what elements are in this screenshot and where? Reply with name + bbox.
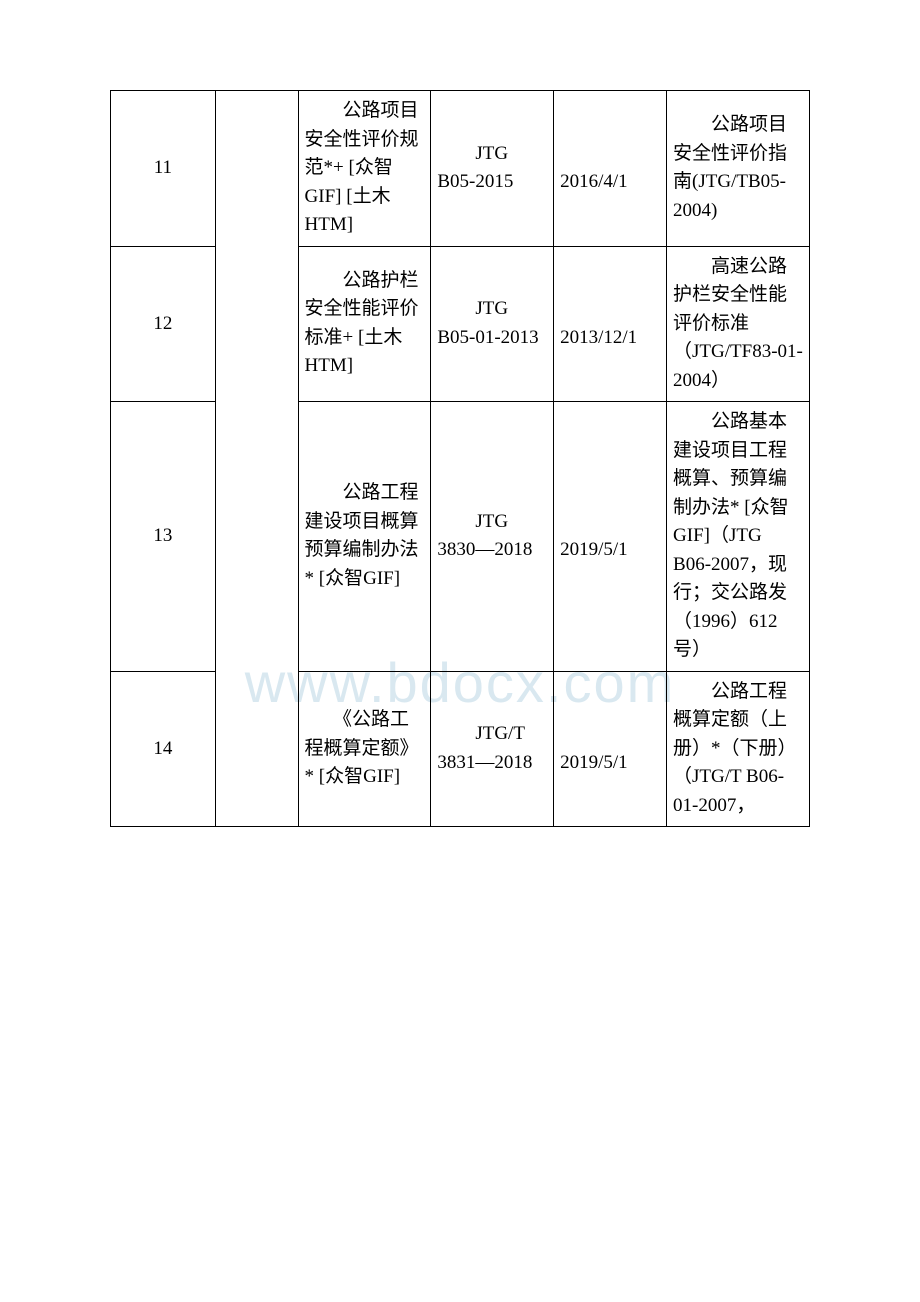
standard-note: 公路项目安全性评价指南(JTG/TB05-2004) [667,91,810,247]
standard-code: JTG/T 3831—2018 [431,671,554,827]
row-number: 13 [111,402,216,672]
table-row: 11 公路项目安全性评价规范*+ [众智 GIF] [土木HTM] JTG B0… [111,91,810,247]
empty-category-cell [215,91,298,827]
standard-note: 高速公路护栏安全性能评价标准（JTG/TF83-01-2004） [667,246,810,402]
standard-code: JTG B05-01-2013 [431,246,554,402]
standard-name: 《公路工程概算定额》* [众智GIF] [298,671,431,827]
standard-date: 2019/5/1 [554,671,667,827]
standard-code: JTG 3830—2018 [431,402,554,672]
standard-name: 公路工程建设项目概算预算编制办法* [众智GIF] [298,402,431,672]
standard-note: 公路基本建设项目工程概算、预算编制办法* [众智GIF]（JTG B06-200… [667,402,810,672]
standard-note: 公路工程概算定额（上册）*（下册）（JTG/T B06-01-2007， [667,671,810,827]
standard-name: 公路项目安全性评价规范*+ [众智 GIF] [土木HTM] [298,91,431,247]
row-number: 11 [111,91,216,247]
standard-date: 2016/4/1 [554,91,667,247]
row-number: 14 [111,671,216,827]
standard-date: 2019/5/1 [554,402,667,672]
document-page: www.bdocx.com 11 公路项目安全性评价规范*+ [众智 GIF] … [0,0,920,877]
standard-date: 2013/12/1 [554,246,667,402]
standards-table: 11 公路项目安全性评价规范*+ [众智 GIF] [土木HTM] JTG B0… [110,90,810,827]
standard-name: 公路护栏安全性能评价标准+ [土木HTM] [298,246,431,402]
standard-code: JTG B05-2015 [431,91,554,247]
row-number: 12 [111,246,216,402]
